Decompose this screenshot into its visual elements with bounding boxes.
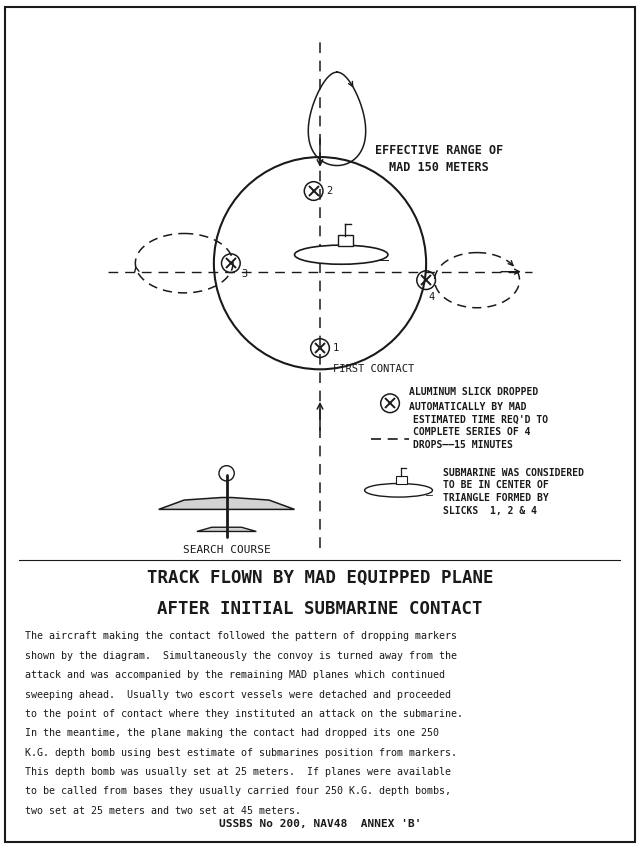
Text: 4: 4 <box>428 292 435 302</box>
Text: attack and was accompanied by the remaining MAD planes which continued: attack and was accompanied by the remain… <box>25 670 445 680</box>
Text: 2: 2 <box>326 186 333 196</box>
Ellipse shape <box>294 245 388 264</box>
Text: two set at 25 meters and two set at 45 meters.: two set at 25 meters and two set at 45 m… <box>25 806 301 816</box>
Text: sweeping ahead.  Usually two escort vessels were detached and proceeded: sweeping ahead. Usually two escort vesse… <box>25 689 451 700</box>
Text: This depth bomb was usually set at 25 meters.  If planes were available: This depth bomb was usually set at 25 me… <box>25 767 451 777</box>
Text: 1: 1 <box>333 343 339 353</box>
Polygon shape <box>159 498 294 509</box>
Text: FIRST CONTACT: FIRST CONTACT <box>333 364 414 374</box>
Text: shown by the diagram.  Simultaneously the convoy is turned away from the: shown by the diagram. Simultaneously the… <box>25 651 457 661</box>
Text: SUBMARINE WAS CONSIDERED: SUBMARINE WAS CONSIDERED <box>443 468 584 477</box>
Text: TRACK FLOWN BY MAD EQUIPPED PLANE: TRACK FLOWN BY MAD EQUIPPED PLANE <box>147 569 493 587</box>
Text: TRIANGLE FORMED BY: TRIANGLE FORMED BY <box>443 493 549 503</box>
Text: K.G. depth bomb using best estimate of submarines position from markers.: K.G. depth bomb using best estimate of s… <box>25 747 457 757</box>
Text: USSBS No 200, NAV48  ANNEX 'B': USSBS No 200, NAV48 ANNEX 'B' <box>219 819 421 829</box>
Text: ESTIMATED TIME REQ'D TO: ESTIMATED TIME REQ'D TO <box>413 414 548 424</box>
Ellipse shape <box>365 484 433 497</box>
Text: COMPLETE SERIES OF 4: COMPLETE SERIES OF 4 <box>413 427 531 437</box>
Text: AFTER INITIAL SUBMARINE CONTACT: AFTER INITIAL SUBMARINE CONTACT <box>157 600 483 618</box>
Text: TO BE IN CENTER OF: TO BE IN CENTER OF <box>443 481 549 490</box>
Text: AUTOMATICALLY BY MAD: AUTOMATICALLY BY MAD <box>409 402 527 412</box>
Text: DROPS——15 MINUTES: DROPS——15 MINUTES <box>413 440 513 450</box>
Polygon shape <box>197 527 257 531</box>
FancyBboxPatch shape <box>396 475 406 484</box>
Text: EFFECTIVE RANGE OF: EFFECTIVE RANGE OF <box>375 144 503 157</box>
Text: SLICKS  1, 2 & 4: SLICKS 1, 2 & 4 <box>443 506 537 515</box>
Text: MAD 150 METERS: MAD 150 METERS <box>389 161 489 174</box>
Text: to the point of contact where they instituted an attack on the submarine.: to the point of contact where they insti… <box>25 709 463 719</box>
Text: 3: 3 <box>241 269 248 278</box>
Text: In the meantime, the plane making the contact had dropped its one 250: In the meantime, the plane making the co… <box>25 728 439 738</box>
Text: to be called from bases they usually carried four 250 K.G. depth bombs,: to be called from bases they usually car… <box>25 786 451 796</box>
Text: The aircraft making the contact followed the pattern of dropping markers: The aircraft making the contact followed… <box>25 632 457 642</box>
Text: SEARCH COURSE: SEARCH COURSE <box>183 545 271 555</box>
Text: ALUMINUM SLICK DROPPED: ALUMINUM SLICK DROPPED <box>409 387 538 397</box>
FancyBboxPatch shape <box>339 235 353 246</box>
